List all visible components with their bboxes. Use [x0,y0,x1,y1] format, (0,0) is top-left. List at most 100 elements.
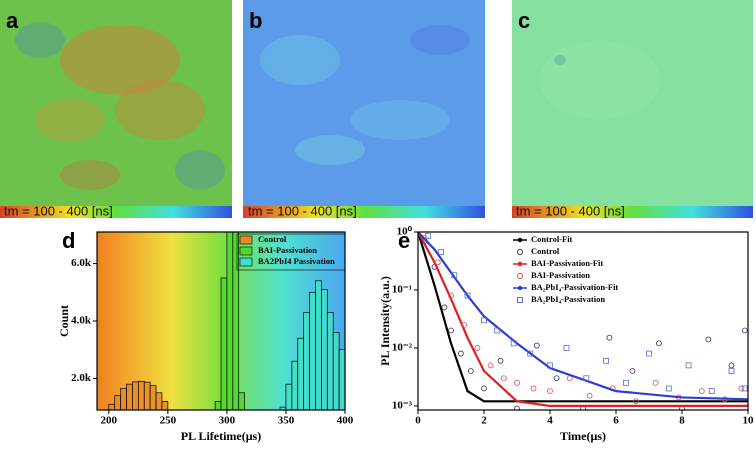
bar [143,381,151,410]
legend-swatch [517,237,523,243]
point [494,327,501,334]
bar [155,392,163,410]
bar [321,289,328,410]
bar [238,392,245,410]
x-tick-label: 2 [481,415,487,427]
legend-swatch [517,261,523,267]
point [629,368,636,374]
point [656,340,662,347]
colorbar-label: tm = 100 - 400 [ns] [516,203,625,218]
point [741,385,748,392]
point [434,259,441,266]
legend-swatch [517,297,523,303]
bar [208,409,216,410]
panel-label: c [518,8,530,33]
point [441,304,448,311]
point [738,385,745,392]
point [728,368,735,374]
point [481,385,487,392]
legend-swatch [517,249,523,255]
point [606,334,613,341]
y-tick-label: 4.0k [71,315,92,327]
bar [108,403,116,410]
bar [291,360,299,410]
point [623,379,629,386]
legend-label: BA2PbI4 Passivation [258,256,335,266]
point [461,321,468,328]
point [705,336,712,343]
legend-label: BA₂PbI₄-Passivation-Fit [531,282,618,292]
point [586,392,593,399]
bar [297,337,305,410]
bar [214,401,222,410]
legend-label: BA₂PbI₄-Passivation [531,294,605,304]
point [487,362,494,369]
x-tick-label: 300 [219,415,236,427]
point [457,350,464,357]
point [510,340,517,347]
x-tick-label: 250 [160,415,177,427]
point [530,385,537,392]
point [553,375,560,382]
point [500,375,507,382]
legend-label: BAI-Passivation [258,245,317,255]
map-b [243,0,485,218]
x-tick-label: 200 [101,415,118,427]
x-tick-label: 10 [743,415,755,427]
point [514,379,520,386]
bar [244,409,251,410]
point [527,350,534,357]
y-tick-label: 10⁰ [397,226,413,238]
point [481,317,487,324]
y-tick-label: 2.0k [71,372,92,384]
colorbar-label: tm = 100 - 400 [ns] [248,203,357,218]
legend-swatch [239,246,253,256]
y-tick-label: 6.0k [71,257,92,269]
y-axis-label: Count [57,305,71,337]
x-axis-label: PL Lifetime(μs) [181,429,261,443]
bar [309,291,316,410]
fit-line [418,232,748,401]
x-tick-label: 8 [679,415,685,427]
legend-label: Control [258,234,287,244]
point [646,350,652,357]
point [728,362,735,369]
panel-label: a [6,8,19,33]
x-tick-label: 400 [337,415,354,427]
point [547,388,553,395]
legend-label: BAI-Passivation [531,270,590,280]
point [448,327,454,334]
map-a [0,0,232,218]
panel-label: d [62,228,75,253]
x-tick-label: 0 [415,415,421,427]
bar [303,312,310,410]
point [665,385,672,392]
point [533,342,540,349]
y-axis-label: PL Intensity(a.u.) [378,276,392,366]
bar [114,395,121,410]
point [448,292,454,299]
point [474,345,481,351]
legend-label: BAI-Passivation-Fit [531,258,603,268]
bar [332,332,340,410]
bar [285,383,293,410]
bar [232,232,240,410]
point [652,379,659,386]
x-tick-label: 6 [613,415,619,427]
y-tick-label: 10⁻³ [392,399,413,411]
bar [137,380,145,410]
point [464,292,471,299]
x-tick-label: 4 [547,415,553,427]
colorbar-label: tm = 100 - 400 [ns] [4,203,113,218]
legend-label: Control [531,246,560,256]
point [547,362,553,369]
point [632,398,639,405]
bar [326,312,334,410]
legend-swatch [517,285,523,291]
fit-line [418,232,748,408]
panel-label: b [249,8,262,33]
legend-swatch [517,273,523,279]
bar [120,388,127,410]
panel-label: e [398,228,410,253]
